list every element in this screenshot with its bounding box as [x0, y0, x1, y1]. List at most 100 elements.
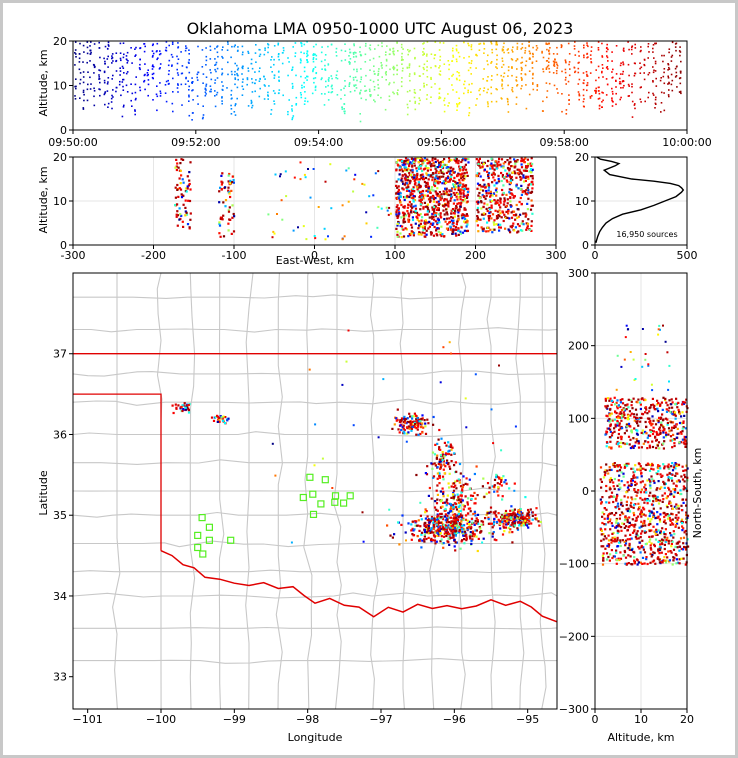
- source-point: [447, 93, 449, 95]
- source-point: [158, 68, 161, 70]
- county-line: [73, 658, 557, 664]
- source-point: [191, 89, 193, 92]
- source-point: [345, 169, 348, 172]
- source-point: [458, 208, 461, 211]
- source-point: [418, 97, 421, 99]
- source-point: [481, 520, 485, 523]
- source-point: [578, 55, 580, 57]
- source-point: [439, 460, 443, 463]
- source-point: [180, 83, 183, 86]
- source-point: [475, 522, 478, 525]
- source-point: [210, 416, 214, 419]
- source-point: [227, 174, 230, 177]
- source-point: [143, 79, 146, 82]
- source-point: [640, 472, 643, 475]
- source-point: [436, 531, 439, 534]
- source-point: [134, 109, 136, 111]
- source-point: [466, 483, 469, 486]
- source-point: [151, 65, 154, 68]
- source-point: [448, 516, 451, 519]
- source-point: [667, 63, 669, 65]
- source-point: [456, 493, 459, 496]
- source-point: [171, 404, 174, 407]
- source-point: [432, 189, 435, 192]
- source-point: [218, 232, 221, 235]
- source-point: [670, 465, 673, 468]
- source-point: [434, 190, 437, 193]
- source-point: [499, 163, 502, 166]
- source-point: [655, 488, 658, 491]
- source-point: [451, 503, 455, 507]
- source-point: [601, 521, 604, 525]
- source-point: [606, 43, 608, 46]
- source-point: [276, 213, 278, 215]
- source-point: [466, 229, 469, 232]
- source-point: [486, 101, 489, 103]
- source-point: [448, 190, 451, 193]
- source-point: [477, 211, 480, 214]
- source-point: [393, 68, 395, 71]
- source-point: [428, 220, 431, 223]
- source-point: [439, 231, 442, 234]
- source-point: [443, 472, 446, 475]
- source-point: [552, 72, 555, 74]
- source-point: [619, 82, 622, 85]
- source-point: [454, 209, 457, 212]
- source-point: [602, 557, 605, 560]
- source-point: [495, 473, 498, 476]
- source-point: [406, 113, 409, 116]
- source-point: [634, 103, 636, 105]
- source-point: [440, 225, 443, 228]
- source-point: [643, 562, 646, 565]
- source-point: [611, 87, 613, 90]
- source-point: [434, 41, 437, 43]
- source-point: [273, 232, 276, 235]
- source-point: [228, 206, 231, 209]
- source-point: [409, 161, 412, 164]
- source-point: [459, 191, 462, 194]
- source-point: [520, 87, 522, 90]
- source-point: [222, 85, 224, 87]
- source-point: [546, 48, 548, 51]
- source-point: [123, 104, 125, 107]
- source-point: [657, 550, 660, 553]
- source-point: [407, 167, 410, 170]
- source-point: [403, 432, 406, 435]
- source-point: [589, 54, 592, 56]
- source-point: [419, 167, 422, 170]
- source-point: [236, 69, 239, 71]
- source-point: [278, 76, 280, 78]
- source-point: [396, 235, 399, 238]
- source-point: [434, 542, 437, 545]
- source-point: [459, 523, 462, 526]
- source-point: [634, 498, 637, 501]
- source-point: [434, 160, 437, 164]
- source-point: [196, 79, 199, 81]
- source-point: [470, 46, 473, 48]
- source-point: [516, 528, 520, 531]
- source-point: [470, 60, 473, 62]
- source-point: [452, 535, 455, 538]
- source-point: [487, 219, 491, 222]
- source-point: [516, 84, 519, 86]
- source-point: [420, 176, 423, 180]
- source-point: [564, 59, 567, 61]
- source-point: [432, 531, 435, 534]
- source-point: [684, 529, 687, 533]
- source-point: [608, 486, 611, 489]
- source-point: [180, 51, 182, 53]
- source-point: [500, 216, 503, 219]
- source-point: [631, 45, 634, 47]
- source-point: [466, 220, 469, 223]
- source-point: [340, 89, 342, 91]
- source-point: [406, 175, 409, 178]
- source-point: [448, 221, 451, 224]
- source-point: [222, 235, 226, 238]
- source-point: [548, 49, 550, 52]
- source-point: [456, 182, 459, 185]
- source-point: [79, 82, 81, 85]
- source-point: [443, 110, 446, 113]
- source-point: [652, 468, 655, 471]
- source-point: [385, 60, 388, 62]
- source-point: [377, 170, 380, 173]
